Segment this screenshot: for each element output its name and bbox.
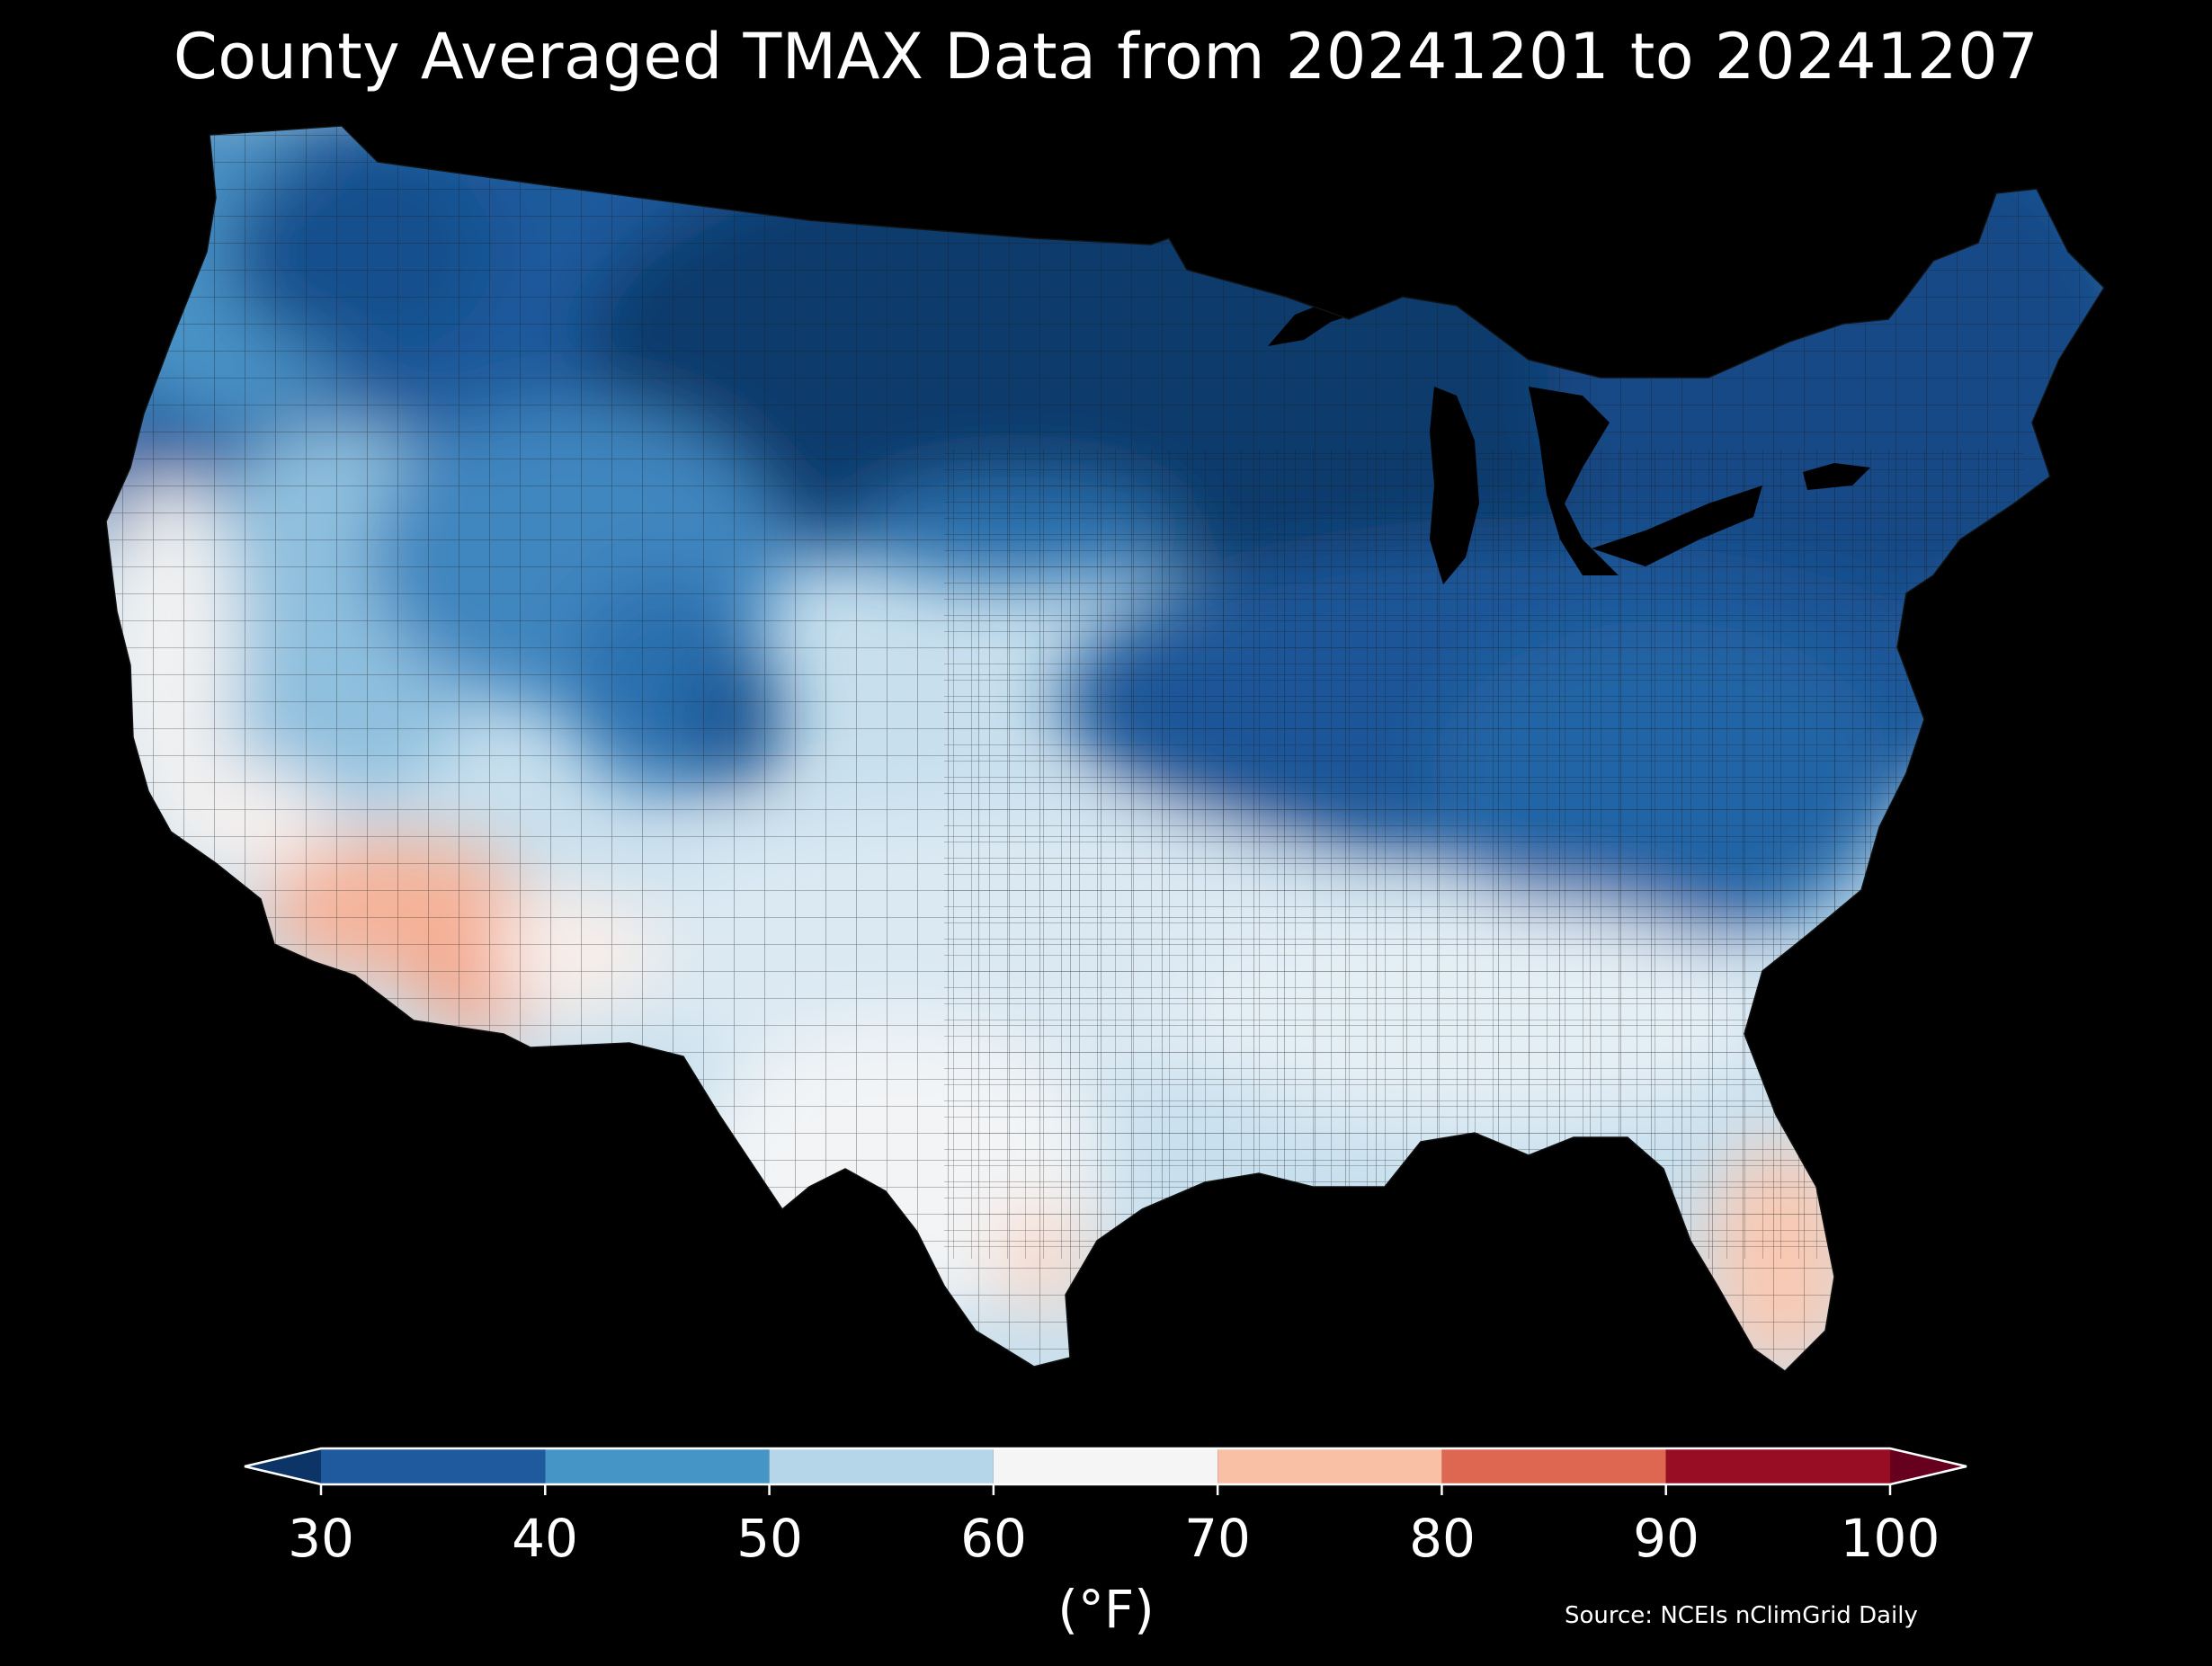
tick-label: 90 (1633, 1508, 1699, 1569)
tick-label: 80 (1409, 1508, 1476, 1569)
tick-label: 60 (960, 1508, 1027, 1569)
great-lakes (1268, 286, 1870, 584)
colorbar-bin (321, 1448, 546, 1484)
tick-label: 100 (1840, 1508, 1940, 1569)
tick-label: 70 (1184, 1508, 1251, 1569)
colorbar-unit-label: (°F) (1057, 1579, 1155, 1640)
colorbar-bin (993, 1448, 1218, 1484)
tick-label: 30 (288, 1508, 354, 1569)
colorbar-bin (1441, 1448, 1666, 1484)
colorbar-bin (1665, 1448, 1890, 1484)
colorbar-bin (545, 1448, 770, 1484)
colorbar-under-arrow (245, 1448, 321, 1484)
source-credit: Source: NCEIs nClimGrid Daily (1565, 1602, 1918, 1629)
colorbar-over-arrow (1890, 1448, 1967, 1484)
colorbar-bin (1217, 1448, 1442, 1484)
tick-label: 40 (512, 1508, 578, 1569)
tick-label: 50 (736, 1508, 803, 1569)
colorbar-bin (769, 1448, 994, 1484)
map-title: County Averaged TMAX Data from 20241201 … (173, 20, 2039, 94)
